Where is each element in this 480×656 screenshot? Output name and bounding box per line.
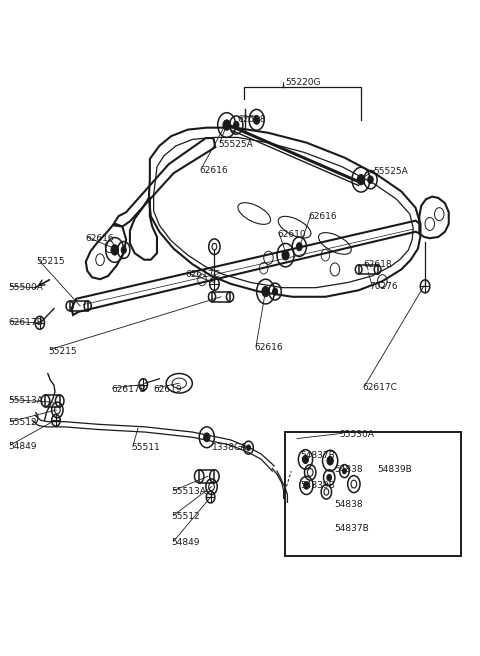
Circle shape: [296, 243, 302, 251]
Text: 55513A: 55513A: [171, 487, 206, 497]
Circle shape: [111, 245, 119, 255]
Text: 62617B: 62617B: [111, 384, 146, 394]
Circle shape: [327, 457, 333, 465]
Text: 55512: 55512: [171, 512, 200, 521]
Circle shape: [273, 288, 278, 295]
Text: 54839B: 54839B: [301, 481, 336, 490]
Text: 55530A: 55530A: [340, 430, 374, 439]
Bar: [359, 265, 378, 274]
Circle shape: [233, 121, 239, 129]
Bar: [70, 301, 88, 311]
Text: 62616: 62616: [254, 343, 283, 352]
Text: 55215: 55215: [48, 347, 76, 356]
Text: 55500A: 55500A: [9, 283, 43, 292]
Text: 54849: 54849: [9, 442, 37, 451]
Bar: [212, 292, 230, 302]
Text: 1338CA: 1338CA: [212, 443, 247, 452]
Circle shape: [327, 474, 332, 481]
Circle shape: [304, 482, 309, 489]
Text: 54838: 54838: [334, 465, 362, 474]
Text: 62616: 62616: [200, 166, 228, 175]
Circle shape: [253, 115, 260, 124]
Text: 54849: 54849: [171, 538, 200, 547]
Text: 55512: 55512: [9, 419, 37, 428]
Text: 62617B: 62617B: [9, 318, 43, 327]
Circle shape: [247, 445, 251, 451]
Text: 54838: 54838: [334, 501, 362, 510]
Circle shape: [262, 287, 269, 297]
Text: 55525A: 55525A: [373, 167, 408, 176]
Bar: [46, 395, 60, 407]
Text: 62617C: 62617C: [185, 270, 220, 279]
Text: 54837B: 54837B: [334, 524, 369, 533]
Text: 55525A: 55525A: [219, 140, 253, 149]
Circle shape: [368, 176, 373, 184]
Circle shape: [282, 250, 289, 260]
Text: 62616: 62616: [86, 234, 114, 243]
Text: 55511: 55511: [131, 443, 160, 452]
Circle shape: [121, 247, 126, 253]
Circle shape: [204, 433, 210, 441]
Text: 70276: 70276: [369, 282, 397, 291]
Bar: [199, 470, 215, 483]
Text: 62618: 62618: [238, 115, 266, 125]
Text: 54837B: 54837B: [301, 451, 336, 460]
Text: 62618: 62618: [363, 260, 392, 269]
Text: 55513A: 55513A: [9, 396, 43, 405]
Text: 54839B: 54839B: [378, 465, 412, 474]
Text: 62619: 62619: [154, 384, 182, 394]
Circle shape: [357, 174, 365, 185]
Bar: [285, 432, 461, 556]
Text: 62616: 62616: [309, 212, 337, 220]
Circle shape: [342, 468, 347, 474]
Text: 62617C: 62617C: [362, 383, 397, 392]
Text: 55215: 55215: [36, 257, 65, 266]
Circle shape: [302, 455, 309, 464]
Circle shape: [223, 120, 230, 131]
Text: 62610: 62610: [277, 230, 306, 239]
Text: 55220G: 55220G: [285, 77, 321, 87]
